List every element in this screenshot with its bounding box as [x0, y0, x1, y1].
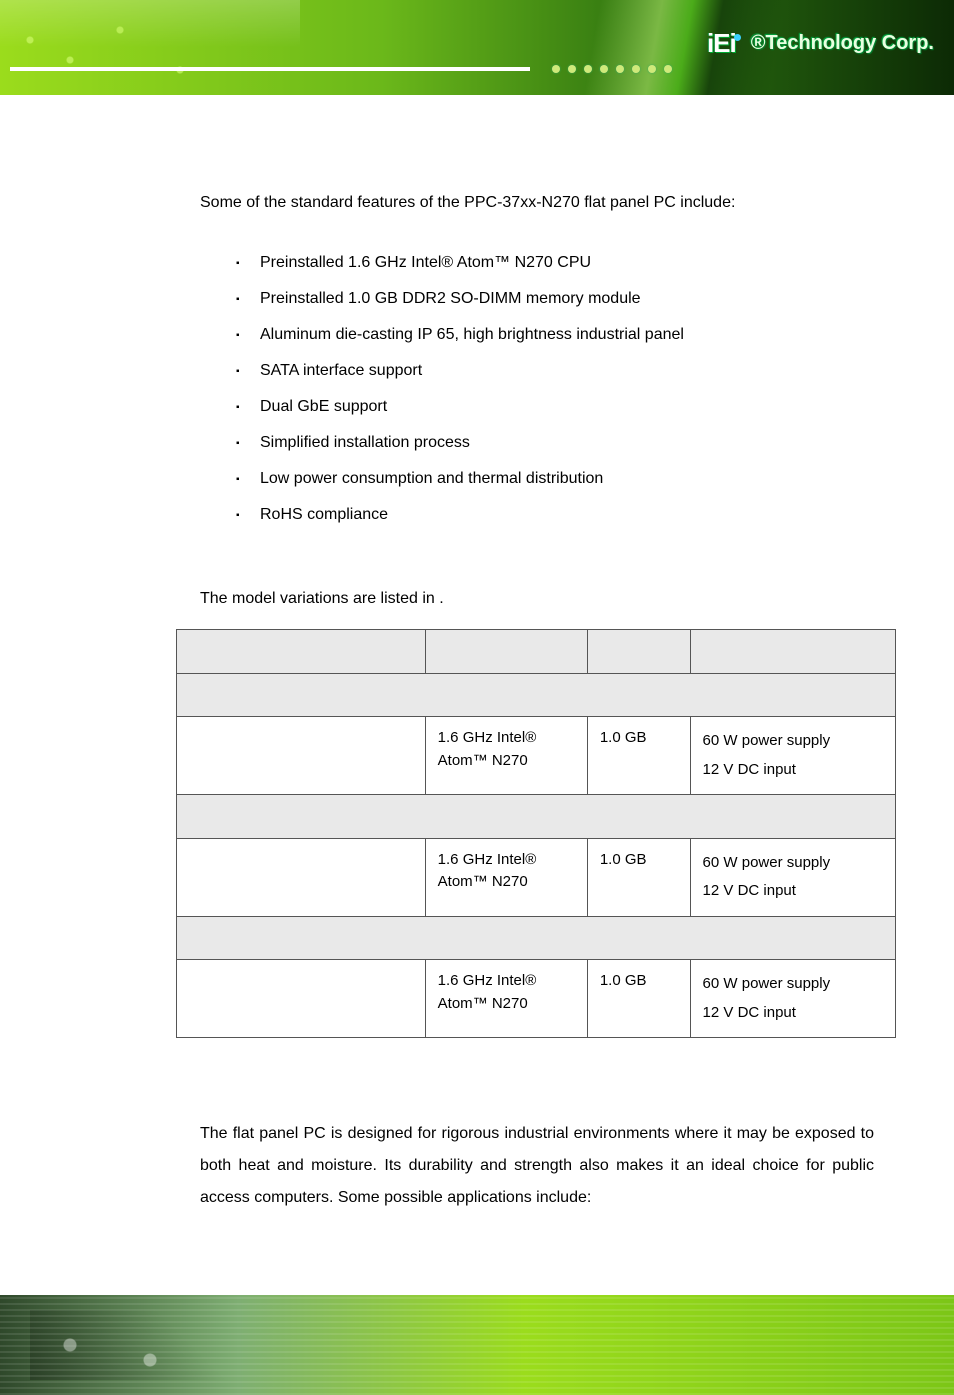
- model-variations-table: 1.6 GHz Intel® Atom™ N2701.0 GB60 W powe…: [176, 629, 896, 1038]
- table-section-row: [177, 795, 896, 839]
- brand-company-text: ®Technology Corp.: [751, 32, 934, 55]
- table-cell: [177, 838, 426, 916]
- table-header-cell: [425, 630, 587, 674]
- table-cell-line: 12 V DC input: [703, 999, 883, 1028]
- table-cell: 1.0 GB: [587, 717, 690, 795]
- table-cell: 1.0 GB: [587, 960, 690, 1038]
- list-item: Dual GbE support: [260, 395, 874, 419]
- table-section-row: [177, 673, 896, 717]
- table-row: 1.6 GHz Intel® Atom™ N2701.0 GB60 W powe…: [177, 838, 896, 916]
- features-list: Preinstalled 1.6 GHz Intel® Atom™ N270 C…: [200, 251, 874, 527]
- table-cell: [177, 960, 426, 1038]
- table-row: [177, 673, 896, 717]
- table-row: [177, 795, 896, 839]
- brand-logo: iEi: [707, 28, 741, 59]
- table-section-row: [177, 916, 896, 960]
- table-header-cell: [177, 630, 426, 674]
- list-item: Simplified installation process: [260, 431, 874, 455]
- table-cell: 60 W power supply12 V DC input: [690, 717, 895, 795]
- page-content: Some of the standard features of the PPC…: [0, 95, 954, 1270]
- list-item: Preinstalled 1.6 GHz Intel® Atom™ N270 C…: [260, 251, 874, 275]
- table-header-cell: [690, 630, 895, 674]
- table-row: 1.6 GHz Intel® Atom™ N2701.0 GB60 W powe…: [177, 960, 896, 1038]
- brand-logo-text: iEi: [707, 28, 736, 59]
- table-cell-line: 12 V DC input: [703, 756, 883, 785]
- brand-block: iEi ®Technology Corp.: [707, 28, 934, 59]
- table-cell-line: 60 W power supply: [703, 970, 883, 999]
- banner-separator-dots: [538, 65, 672, 73]
- list-item: SATA interface support: [260, 359, 874, 383]
- list-item: Low power consumption and thermal distri…: [260, 467, 874, 491]
- table-cell: 60 W power supply12 V DC input: [690, 960, 895, 1038]
- banner-pcb-art-bottom: [30, 1310, 290, 1380]
- table-cell-line: 60 W power supply: [703, 727, 883, 756]
- table-row: [177, 630, 896, 674]
- banner-separator-line: [10, 67, 530, 71]
- list-item: RoHS compliance: [260, 503, 874, 527]
- table-header-cell: [587, 630, 690, 674]
- features-intro: Some of the standard features of the PPC…: [200, 191, 874, 215]
- footer-banner: [0, 1295, 954, 1395]
- table-cell: 1.6 GHz Intel® Atom™ N270: [425, 960, 587, 1038]
- banner-pcb-art-left: [0, 0, 300, 95]
- table-cell: 1.0 GB: [587, 838, 690, 916]
- table-cell: 60 W power supply12 V DC input: [690, 838, 895, 916]
- table-row: [177, 916, 896, 960]
- table-cell-line: 12 V DC input: [703, 877, 883, 906]
- table-row: 1.6 GHz Intel® Atom™ N2701.0 GB60 W powe…: [177, 717, 896, 795]
- list-item: Aluminum die-casting IP 65, high brightn…: [260, 323, 874, 347]
- header-banner: iEi ®Technology Corp.: [0, 0, 954, 95]
- model-variations-intro: The model variations are listed in .: [200, 587, 874, 611]
- table-cell: [177, 717, 426, 795]
- list-item: Preinstalled 1.0 GB DDR2 SO-DIMM memory …: [260, 287, 874, 311]
- table-body: 1.6 GHz Intel® Atom™ N2701.0 GB60 W powe…: [177, 630, 896, 1038]
- table-cell: 1.6 GHz Intel® Atom™ N270: [425, 838, 587, 916]
- brand-logo-dot-icon: [734, 34, 741, 41]
- banner-separator: [0, 65, 954, 73]
- table-cell-line: 60 W power supply: [703, 849, 883, 878]
- table-cell: 1.6 GHz Intel® Atom™ N270: [425, 717, 587, 795]
- applications-paragraph: The flat panel PC is designed for rigoro…: [200, 1118, 874, 1214]
